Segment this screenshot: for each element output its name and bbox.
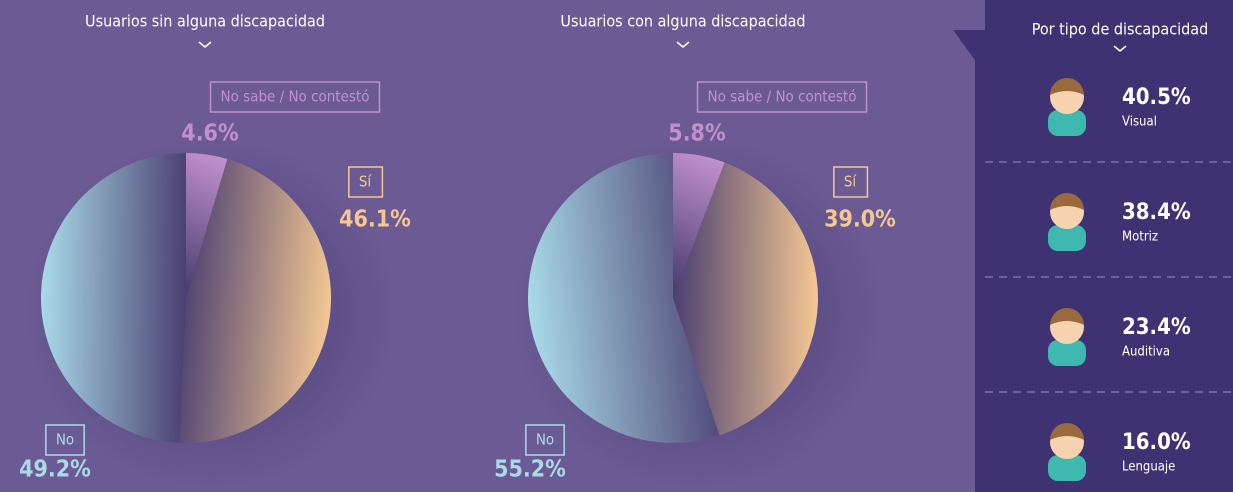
panel-pct: 40.5%	[1122, 85, 1191, 110]
chevron	[199, 42, 211, 47]
category-label: No sabe / No contestó	[708, 88, 857, 106]
side-panel	[953, 0, 1233, 492]
panel-name: Motriz	[1122, 230, 1158, 245]
value-label: 4.6%	[181, 121, 239, 147]
category-label: No sabe / No contestó	[221, 88, 370, 106]
value-label: 55.2%	[494, 457, 566, 483]
value-label: 46.1%	[339, 207, 411, 233]
chart-title: Usuarios sin alguna discapacidad	[85, 12, 325, 31]
value-label: 49.2%	[19, 457, 91, 483]
panel-name: Visual	[1122, 115, 1157, 130]
category-label: Sí	[359, 173, 373, 191]
category-label: No	[56, 431, 74, 449]
panel-pct: 23.4%	[1122, 315, 1191, 340]
value-label: 5.8%	[668, 121, 726, 147]
chart-title: Usuarios con alguna discapacidad	[560, 12, 805, 31]
category-label: No	[536, 431, 554, 449]
panel-pct: 38.4%	[1122, 200, 1191, 225]
panel-pct: 16.0%	[1122, 430, 1191, 455]
category-label: Sí	[844, 173, 858, 191]
panel-title: Por tipo de discapacidad	[1032, 20, 1208, 39]
chevron	[677, 42, 689, 47]
infographic: Por tipo de discapacidad 40.5% Visual 38.4…	[0, 0, 1233, 492]
value-label: 39.0%	[824, 207, 896, 233]
panel-name: Auditiva	[1122, 345, 1170, 360]
panel-name: Lenguaje	[1122, 460, 1175, 475]
